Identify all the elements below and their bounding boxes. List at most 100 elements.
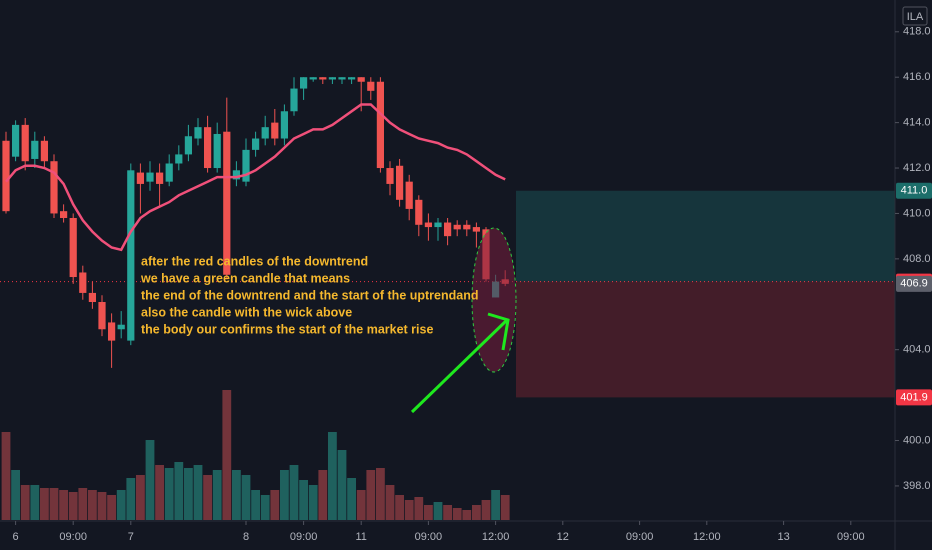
candle-body	[146, 172, 154, 182]
volume-bar	[11, 470, 20, 520]
volume-bar	[395, 495, 404, 520]
arrow-head	[487, 312, 510, 351]
volume-bar	[212, 470, 222, 520]
volume-bar	[20, 485, 30, 520]
candle-body	[232, 170, 240, 180]
candle-body	[376, 81, 384, 169]
y-tick-label: 408.0	[903, 253, 931, 265]
candle-body	[2, 140, 10, 212]
volume-bar	[78, 488, 88, 520]
y-tick-label: 400.0	[903, 434, 931, 446]
candle-body	[396, 165, 404, 200]
candle-body	[271, 122, 279, 139]
symbol-button[interactable]	[902, 6, 928, 26]
volume-bar	[174, 462, 184, 520]
y-tick-label: 416.0	[903, 71, 931, 83]
volume-bar	[347, 478, 356, 520]
candle-body	[98, 302, 106, 330]
candle-body	[328, 77, 336, 80]
volume-bar	[308, 485, 318, 520]
volume-bar	[155, 465, 164, 520]
volume-bar	[184, 468, 193, 520]
volume-layer	[1, 390, 510, 520]
candle-body	[156, 172, 164, 184]
volume-bar	[366, 470, 376, 520]
volume-bar	[500, 495, 510, 520]
y-tick-label: 404.0	[903, 344, 931, 356]
volume-bar	[385, 485, 395, 520]
volume-bar	[404, 500, 414, 520]
candle-body	[242, 149, 250, 182]
candle-body	[300, 77, 308, 89]
price-tag	[896, 182, 932, 199]
volume-bar	[88, 490, 97, 520]
candle-body	[69, 217, 77, 278]
volume-bar	[462, 510, 472, 520]
candle-body	[338, 77, 346, 80]
candle-body	[21, 124, 29, 162]
x-tick-label: 6	[13, 531, 19, 543]
x-tick-label: 09:00	[59, 531, 87, 543]
volume-bar	[30, 485, 40, 520]
candle-body	[50, 161, 58, 214]
volume-bar	[164, 468, 174, 520]
annotation-line: the end of the downtrend and the start o…	[141, 288, 479, 302]
candle-body	[88, 292, 96, 303]
candle-body	[175, 154, 183, 164]
symbol-badge[interactable]: ILA	[907, 11, 924, 23]
candle-body	[204, 127, 212, 169]
volume-bar	[481, 500, 491, 520]
x-tick-label: 09:00	[415, 531, 443, 543]
candle-body	[194, 127, 202, 139]
volume-bar	[107, 495, 116, 520]
volume-bar	[270, 490, 280, 520]
candle-body	[463, 224, 471, 230]
highlight-ellipse	[471, 227, 517, 373]
volume-bar	[452, 508, 462, 520]
x-tick-label: 09:00	[626, 531, 654, 543]
volume-bar	[126, 478, 136, 520]
volume-bar	[116, 490, 126, 520]
x-tick-label: 13	[777, 531, 789, 543]
x-tick-label: 12	[557, 531, 569, 543]
overlay-layer: after the red candles of the downtrend we…	[140, 254, 479, 336]
x-tick-label: 8	[243, 531, 249, 543]
volume-bar	[491, 490, 500, 520]
price-tag	[896, 389, 932, 406]
volume-bar	[260, 495, 270, 520]
candle-body	[434, 222, 442, 228]
volume-bar	[97, 492, 107, 520]
volume-bar	[232, 470, 241, 520]
annotation-line: after the red candles of the downtrend	[141, 254, 368, 268]
candle-body	[60, 211, 68, 218]
y-tick-label: 418.0	[903, 26, 931, 38]
arrow-shaft	[410, 318, 509, 414]
price-tag	[896, 275, 932, 292]
volume-bar	[49, 488, 59, 520]
price-tag-label: 401.9	[900, 391, 928, 403]
candle-body	[472, 227, 480, 232]
candle-body	[415, 199, 423, 225]
y-tick-label: 412.0	[903, 162, 931, 174]
volume-bar	[193, 465, 203, 520]
x-tick-label: 09:00	[837, 531, 865, 543]
annotation-line: also the candle with the wick above	[141, 305, 352, 319]
price-tag-label: 406.9	[900, 278, 928, 290]
axis-layer: 398.0 400.0 404.0 408.0 410.0 412.0 414.0 416.0…	[13, 26, 932, 543]
x-tick-label: 12:00	[693, 531, 721, 543]
volume-bar	[136, 475, 145, 520]
volume-bar	[241, 475, 251, 520]
volume-bar	[433, 502, 443, 520]
candle-body	[453, 224, 461, 230]
candle-body	[127, 170, 135, 341]
price-tag-label: 411.0	[901, 185, 928, 197]
candle-body	[223, 131, 231, 275]
volume-bar	[443, 505, 452, 520]
candle-body	[31, 140, 39, 159]
volume-bar	[68, 492, 78, 520]
candle-body	[348, 77, 356, 80]
volume-bar	[40, 488, 49, 520]
candle-body	[424, 222, 432, 228]
candle-body	[290, 88, 298, 112]
profit-zone	[516, 190, 895, 282]
